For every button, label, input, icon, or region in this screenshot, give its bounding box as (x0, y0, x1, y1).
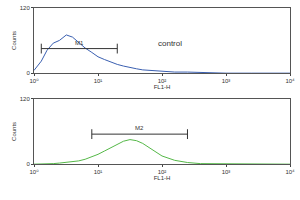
svg-text:10¹: 10¹ (94, 169, 103, 175)
svg-text:10²: 10² (158, 169, 167, 175)
svg-text:10⁴: 10⁴ (285, 78, 295, 84)
svg-text:FL1-H: FL1-H (154, 84, 171, 90)
svg-text:10⁰: 10⁰ (29, 169, 39, 175)
svg-text:Counts: Counts (11, 31, 17, 50)
svg-text:120: 120 (20, 96, 31, 102)
svg-text:FL1-H: FL1-H (154, 175, 171, 181)
svg-text:10⁰: 10⁰ (29, 78, 39, 84)
svg-text:10⁴: 10⁴ (285, 169, 295, 175)
svg-text:120: 120 (20, 5, 31, 11)
svg-text:10²: 10² (158, 78, 167, 84)
svg-text:0: 0 (26, 161, 30, 167)
svg-text:10³: 10³ (222, 78, 231, 84)
svg-text:Counts: Counts (11, 122, 17, 141)
svg-text:10³: 10³ (222, 169, 231, 175)
svg-text:M2: M2 (135, 125, 144, 131)
svg-text:10¹: 10¹ (94, 78, 103, 84)
svg-text:M1: M1 (75, 40, 84, 46)
svg-text:0: 0 (26, 70, 30, 76)
svg-text:control: control (158, 39, 182, 48)
